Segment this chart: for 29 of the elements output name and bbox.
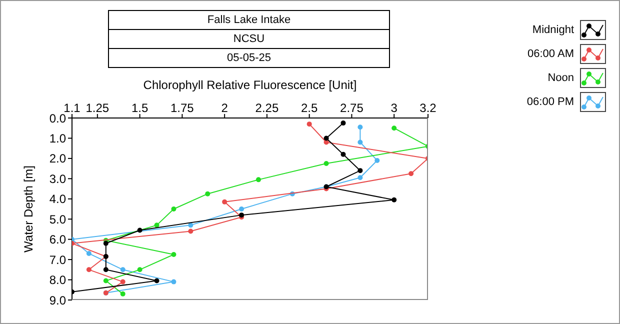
x-tick-label: 3.2 — [420, 101, 437, 115]
x-tick-label: 1.1 — [64, 101, 81, 115]
y-tick-label: 9.0 — [49, 293, 66, 308]
chart-title: Falls Lake Intake — [108, 10, 390, 30]
legend-label: 06:00 AM — [526, 48, 574, 60]
legend-label: Midnight — [531, 24, 574, 36]
text: 05-05-25 — [108, 49, 390, 68]
y-tick-label: 5.0 — [49, 212, 66, 226]
x-tick-label: 1.5 — [131, 101, 148, 115]
x-tick-label: 1.25 — [86, 101, 110, 115]
x-tick-label: 2 — [221, 101, 228, 115]
x-tick-label: 1.75 — [170, 101, 194, 115]
y-tick-label: 3.0 — [49, 172, 66, 186]
y-axis-title: Water Depth [m] — [21, 166, 36, 252]
legend-label: 06:00 PM — [526, 96, 574, 108]
y-tick-label: 4.0 — [49, 192, 66, 206]
x-tick-label: 2.75 — [340, 101, 364, 115]
y-tick-label: 1.0 — [49, 131, 66, 146]
x-tick-label: 2.5 — [300, 101, 318, 115]
x-tick-label: 2.25 — [255, 101, 279, 115]
legend-label: Noon — [546, 72, 574, 84]
y-tick-label: 6.0 — [49, 232, 66, 247]
x-axis-title: Chlorophyll Relative Fluorescence [Unit] — [142, 78, 358, 92]
chart-subtitle: NCSU — [108, 30, 390, 49]
y-tick-label: 0.0 — [49, 111, 66, 126]
x-tick-label: 3 — [390, 101, 398, 115]
y-tick-label: 8.0 — [49, 273, 66, 288]
y-tick-label: 2.0 — [49, 152, 66, 166]
y-tick-label: 7.0 — [49, 252, 66, 267]
